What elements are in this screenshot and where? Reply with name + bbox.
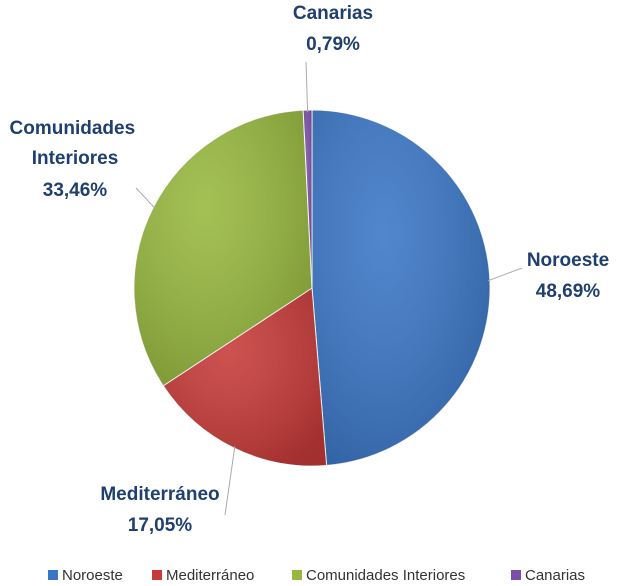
legend-label: Comunidades Interiores [306,567,465,584]
pie-slice [311,109,491,466]
leader-line [305,61,309,113]
label-line: Comunidades [10,118,141,139]
legend-label: Mediterráneo [166,567,254,584]
legend-swatch [292,570,302,580]
data-label-category: Mediterráneo [100,484,219,505]
legend-swatch [511,570,521,580]
data-label-value: 0,79% [306,34,360,55]
data-label-category: Comunidades Interiores [10,118,141,169]
legend-label: Canarias [525,567,585,584]
leader-line [135,187,156,209]
leader-line [224,446,236,516]
data-label-category: Noroeste [527,250,609,271]
data-label-category: Canarias [293,3,373,24]
legend-swatch [48,570,58,580]
data-label-value: 17,05% [128,515,193,536]
legend-label: Noroeste [62,567,123,584]
data-label-value: 33,46% [43,180,108,201]
leader-line [487,267,523,282]
legend-swatch [152,570,162,580]
data-label-value: 48,69% [536,281,601,302]
label-line: Interiores [32,148,119,169]
